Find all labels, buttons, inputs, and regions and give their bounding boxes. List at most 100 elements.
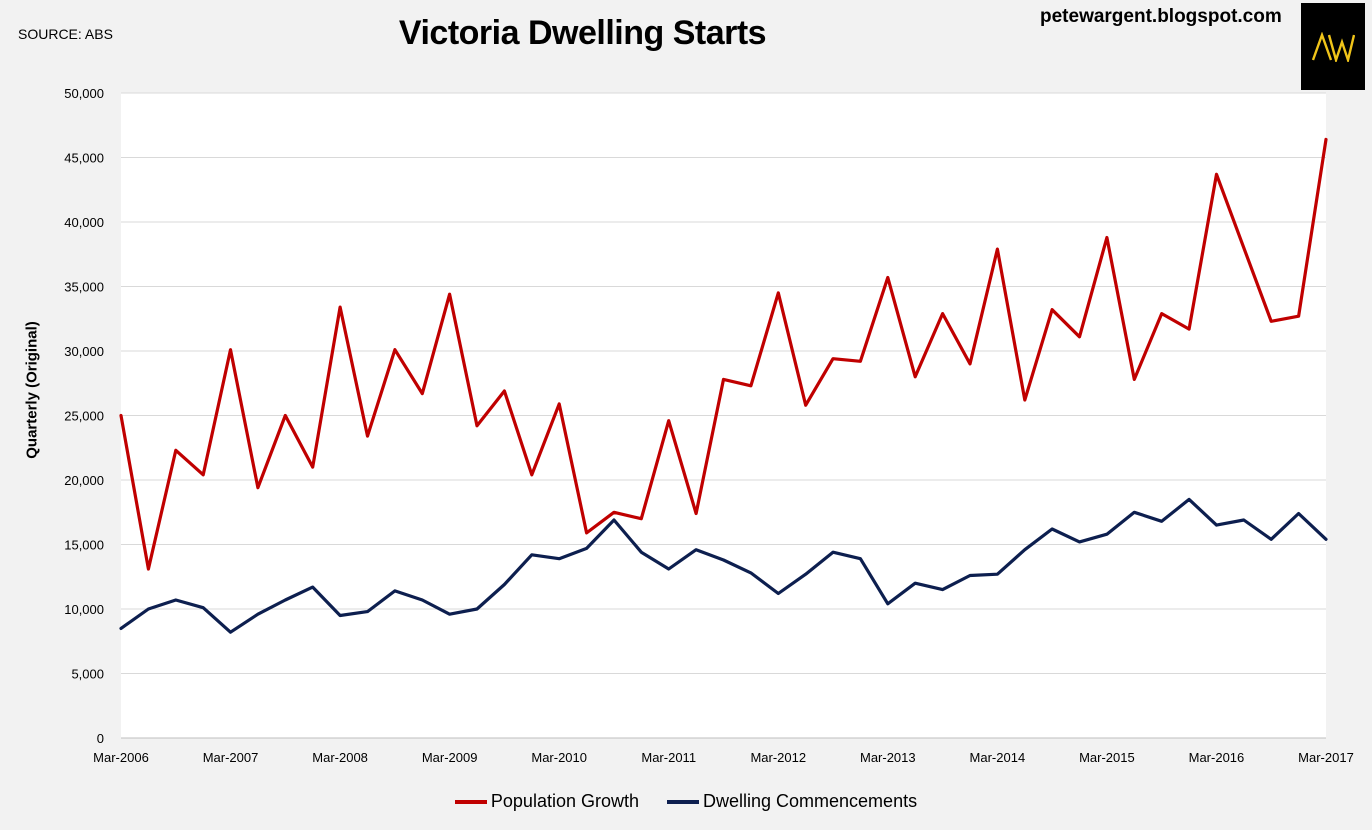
data-point-population-growth [1160,312,1163,315]
x-tick-label: Mar-2013 [860,750,916,765]
aw-logo [1301,3,1365,90]
data-point-population-growth [831,357,835,360]
data-point-population-growth [749,384,753,388]
data-point-dwelling-commencements [1023,548,1026,551]
data-point-dwelling-commencements [1133,511,1136,514]
data-point-dwelling-commencements [201,606,205,609]
x-tick-label: Mar-2016 [1189,750,1245,765]
data-point-dwelling-commencements [1215,523,1218,527]
data-point-dwelling-commencements [886,602,890,606]
data-point-dwelling-commencements [147,607,150,611]
data-point-population-growth [311,465,314,469]
x-tick-label: Mar-2012 [750,750,806,765]
y-tick-label: 25,000 [64,409,104,424]
x-tick-label: Mar-2006 [93,750,149,765]
data-point-dwelling-commencements [804,572,807,576]
y-tick-label: 40,000 [64,215,104,230]
data-point-dwelling-commencements [229,631,232,634]
legend-item-population: Population Growth [454,791,639,812]
data-point-population-growth [968,362,972,366]
x-tick-label: Mar-2017 [1298,750,1354,765]
y-tick-label: 35,000 [64,280,104,295]
data-point-population-growth [1270,320,1273,323]
data-point-dwelling-commencements [311,585,314,589]
data-point-population-growth [722,378,725,381]
y-tick-label: 15,000 [64,538,104,553]
data-point-population-growth [694,512,698,515]
data-point-dwelling-commencements [941,588,944,591]
data-point-dwelling-commencements [421,598,424,602]
data-point-dwelling-commencements [640,551,643,554]
data-point-population-growth [393,348,397,351]
data-point-population-growth [338,305,342,309]
data-point-dwelling-commencements [1270,538,1273,541]
data-point-population-growth [284,414,287,417]
data-point-dwelling-commencements [475,607,479,611]
data-point-dwelling-commencements [1160,520,1163,523]
data-point-population-growth [640,517,643,520]
data-point-dwelling-commencements [448,612,451,616]
x-tick-label: Mar-2011 [641,750,696,765]
data-point-population-growth [256,486,260,489]
y-tick-label: 5,000 [71,667,104,682]
data-point-dwelling-commencements [530,553,533,557]
source-note: SOURCE: ABS [18,26,113,42]
legend-label-population: Population Growth [490,791,639,811]
x-tick-label: Mar-2009 [422,750,478,765]
data-point-dwelling-commencements [585,547,588,550]
data-point-population-growth [1023,398,1026,402]
data-point-dwelling-commencements [694,548,698,551]
data-point-dwelling-commencements [1324,538,1328,541]
data-point-population-growth [667,419,670,422]
data-point-population-growth [1242,246,1246,249]
x-tick-label: Mar-2015 [1079,750,1135,765]
data-point-dwelling-commencements [996,572,999,576]
legend-swatch-dwellings [667,799,699,804]
data-point-dwelling-commencements [749,571,753,575]
y-tick-label: 10,000 [64,602,104,617]
data-point-dwelling-commencements [1187,498,1191,501]
y-tick-label: 0 [97,731,104,746]
data-point-dwelling-commencements [777,592,780,595]
x-tick-label: Mar-2008 [312,750,368,765]
data-point-population-growth [421,392,424,395]
data-point-population-growth [859,360,862,363]
legend-item-dwellings: Dwelling Commencements [667,791,917,812]
data-point-population-growth [119,414,123,417]
data-point-dwelling-commencements [968,574,972,577]
data-point-dwelling-commencements [174,598,177,602]
data-point-dwelling-commencements [1078,540,1081,544]
data-point-population-growth [941,312,944,315]
data-point-dwelling-commencements [1105,532,1109,536]
data-point-dwelling-commencements [119,627,123,630]
data-point-population-growth [777,291,780,295]
data-point-population-growth [914,375,917,378]
data-point-dwelling-commencements [1242,518,1246,522]
data-point-dwelling-commencements [859,557,862,560]
data-point-population-growth [147,567,150,571]
data-point-population-growth [201,473,205,477]
chart-title: Victoria Dwelling Starts [398,14,767,52]
data-point-population-growth [557,402,561,406]
data-point-dwelling-commencements [831,551,835,554]
data-point-population-growth [229,348,232,351]
data-point-dwelling-commencements [393,589,397,593]
data-point-population-growth [1050,308,1054,311]
data-point-dwelling-commencements [914,582,917,585]
y-tick-label: 45,000 [64,151,104,166]
aw-logo-mark [1311,31,1355,62]
data-point-dwelling-commencements [338,614,342,617]
data-point-population-growth [996,247,999,251]
data-point-population-growth [366,434,369,438]
y-tick-label: 30,000 [64,344,104,359]
legend: Population Growth Dwelling Commencements [0,791,1372,812]
x-tick-label: Mar-2007 [203,750,259,765]
y-tick-label: 20,000 [64,473,104,488]
data-point-dwelling-commencements [1297,512,1300,515]
data-point-population-growth [804,403,807,407]
blog-url[interactable]: petewargent.blogspot.com [1040,6,1282,27]
x-tick-label: Mar-2014 [970,750,1026,765]
data-point-dwelling-commencements [612,518,616,522]
data-point-population-growth [1078,335,1081,339]
data-point-dwelling-commencements [667,567,670,571]
